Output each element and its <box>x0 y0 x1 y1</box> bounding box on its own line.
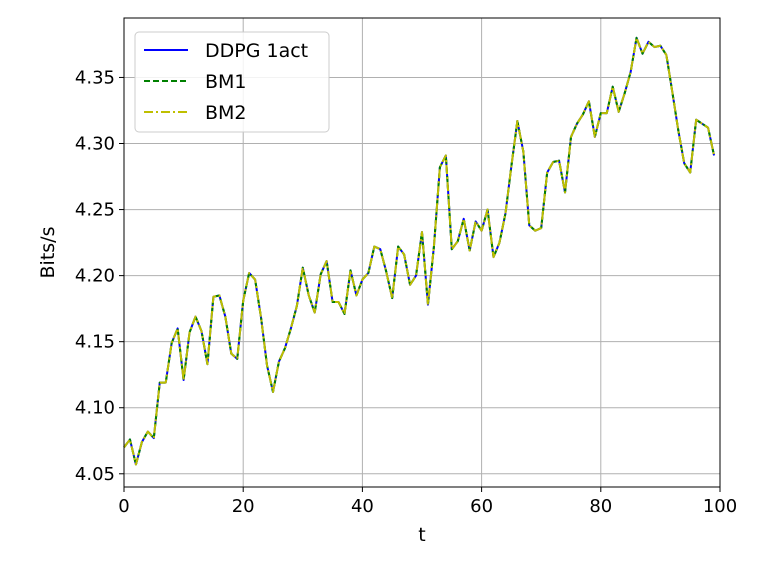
x-tick-label: 100 <box>703 496 737 517</box>
y-tick-label: 4.20 <box>75 266 115 287</box>
plot-frame <box>123 17 721 488</box>
legend-label: DDPG 1act <box>205 40 308 62</box>
y-axis-ticks: 4.05 4.10 4.15 4.20 4.25 4.30 4.35 <box>75 67 124 485</box>
y-tick-label: 4.35 <box>75 67 115 88</box>
series-line-3 <box>123 36 716 466</box>
x-axis-ticks: 0 20 40 60 80 100 <box>118 487 737 517</box>
legend-box <box>134 31 330 133</box>
y-tick-label: 4.25 <box>75 200 115 221</box>
series-layer <box>123 36 716 466</box>
legend: DDPG 1act BM1 BM2 <box>134 31 330 133</box>
y-tick-label: 4.05 <box>75 464 115 485</box>
y-tick-label: 4.10 <box>75 398 115 419</box>
x-axis-label: t <box>418 524 425 546</box>
series-line-2 <box>123 36 716 466</box>
y-tick-label: 4.30 <box>75 134 115 155</box>
legend-label: BM1 <box>205 71 247 93</box>
x-tick-label: 0 <box>118 496 129 517</box>
x-tick-label: 80 <box>589 496 612 517</box>
x-tick-label: 60 <box>470 496 493 517</box>
x-tick-label: 20 <box>232 496 255 517</box>
y-tick-label: 4.15 <box>75 332 115 353</box>
legend-label: BM2 <box>205 102 247 124</box>
y-axis-label: Bits/s <box>37 227 59 279</box>
x-tick-label: 40 <box>351 496 374 517</box>
